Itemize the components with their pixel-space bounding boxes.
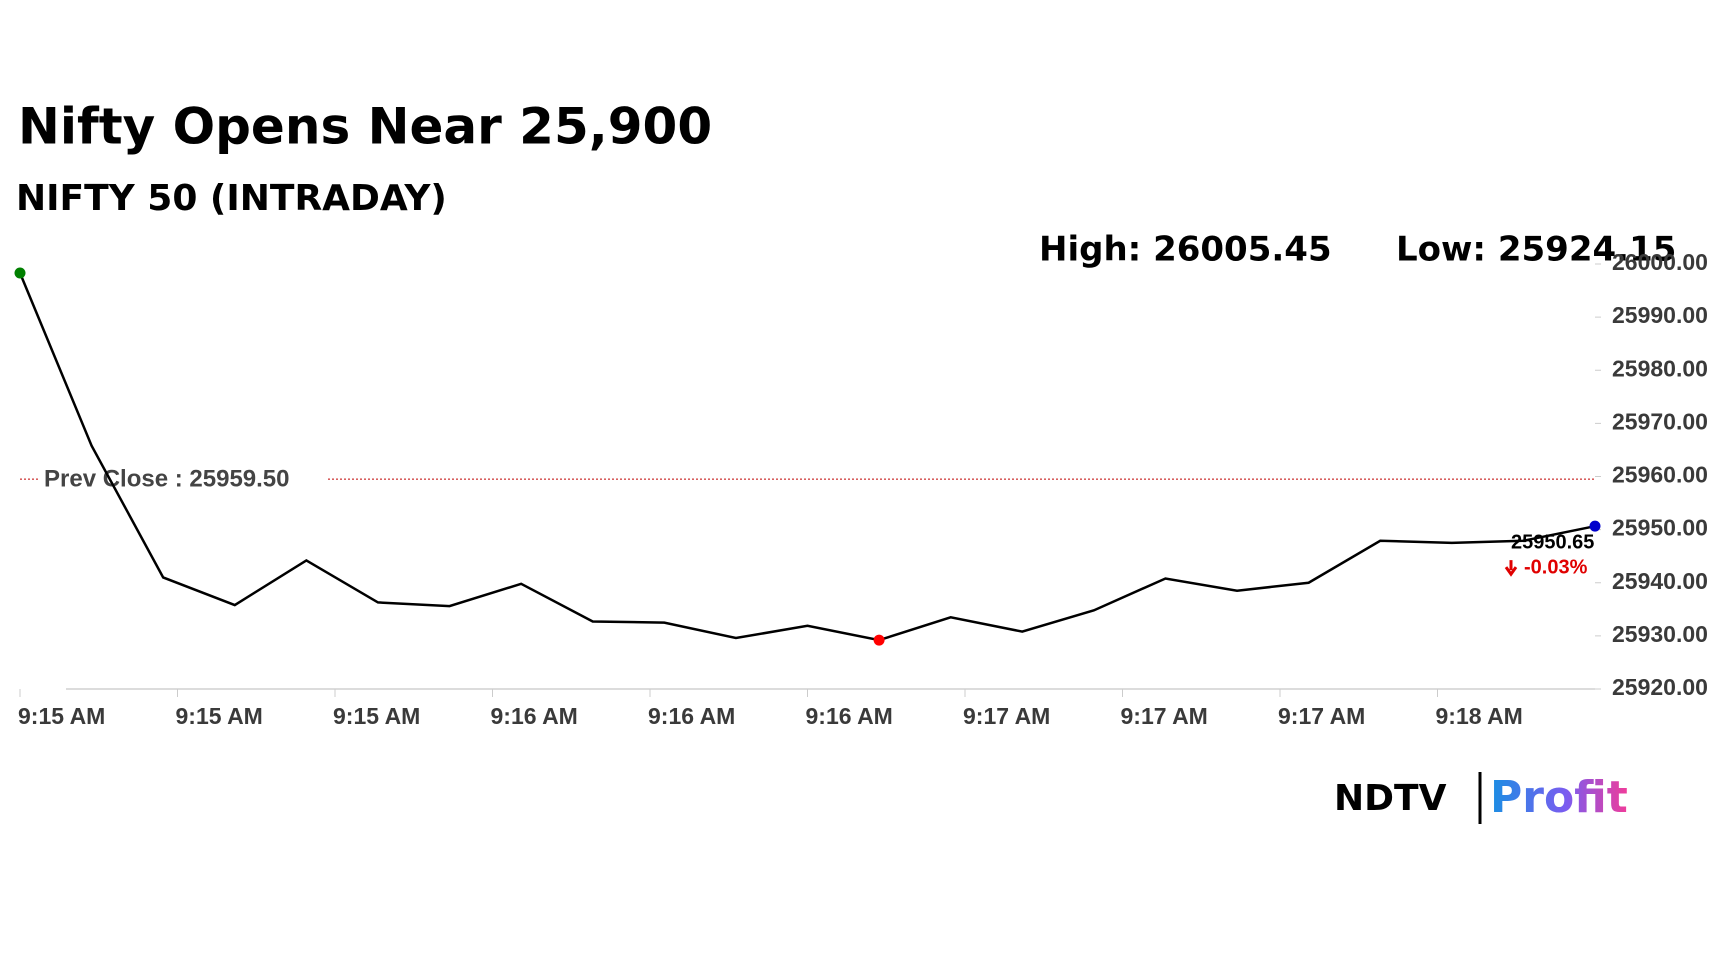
x-tick-label: 9:18 AM	[1436, 703, 1523, 729]
change-label: -0.03%	[1524, 556, 1588, 578]
y-tick-label: 25990.00	[1612, 302, 1708, 328]
x-tick-label: 9:16 AM	[491, 703, 578, 729]
low-label: Low: 25924.15	[1396, 230, 1676, 270]
x-tick-label: 9:15 AM	[18, 703, 105, 729]
y-tick-label: 25920.00	[1612, 674, 1708, 700]
y-tick-label: 25950.00	[1612, 515, 1708, 541]
logo: NDTV Profit	[1334, 772, 1628, 824]
x-tick-label: 9:17 AM	[1121, 703, 1208, 729]
x-tick-label: 9:16 AM	[806, 703, 893, 729]
last-marker	[1589, 520, 1601, 532]
y-tick-label: 26000.00	[1612, 249, 1708, 275]
price-line	[18, 272, 1596, 642]
y-tick-label: 25930.00	[1612, 621, 1708, 647]
reference-label-bg	[38, 464, 328, 495]
low-marker	[873, 634, 885, 646]
y-tick-label: 25980.00	[1612, 355, 1708, 381]
x-tick-label: 9:16 AM	[648, 703, 735, 729]
change-arrow	[1504, 560, 1518, 577]
x-tick-label: 9:15 AM	[333, 703, 420, 729]
first-marker	[14, 267, 26, 279]
last-value-label: 25950.65	[1511, 531, 1594, 553]
y-tick-label: 25960.00	[1612, 462, 1708, 488]
high-label: High: 26005.45	[1039, 230, 1332, 270]
y-tick-label: 25940.00	[1612, 568, 1708, 594]
x-tick-label: 9:17 AM	[1278, 703, 1365, 729]
y-tick-label: 25970.00	[1612, 408, 1708, 434]
logo-ndtv: NDTV	[1334, 778, 1447, 819]
reference-label: Prev Close : 25959.50	[44, 466, 290, 493]
x-tick-label: 9:17 AM	[963, 703, 1050, 729]
x-tick-label: 9:15 AM	[176, 703, 263, 729]
chart-subtitle: NIFTY 50 (INTRADAY)	[16, 178, 447, 219]
logo-profit: Profit	[1490, 772, 1628, 823]
chart-title: Nifty Opens Near 25,900	[18, 98, 712, 156]
